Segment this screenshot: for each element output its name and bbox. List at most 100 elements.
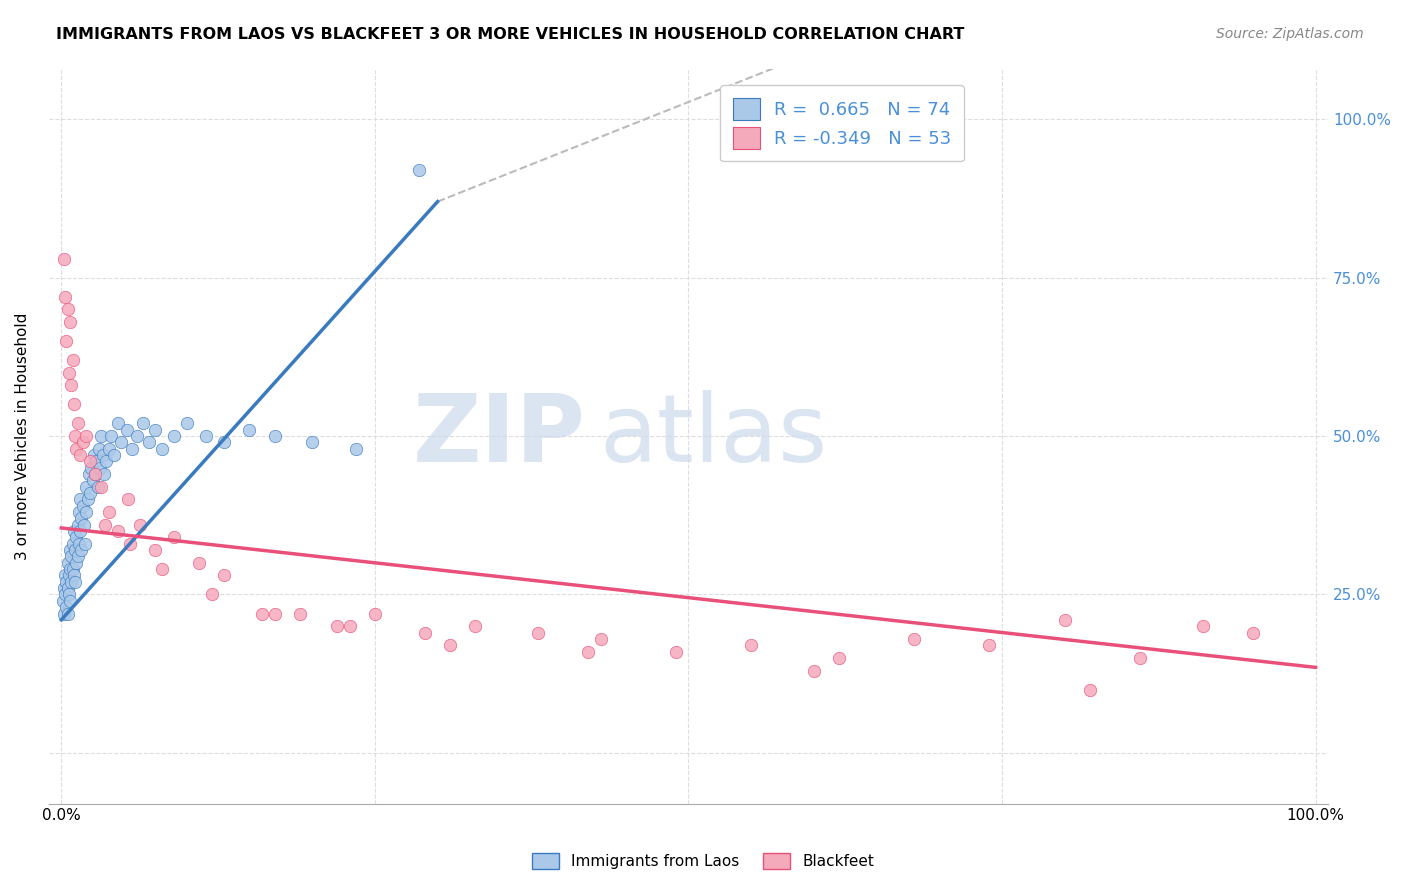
Point bbox=[576, 644, 599, 658]
Point bbox=[77, 467, 100, 481]
Point bbox=[288, 607, 311, 621]
Point bbox=[87, 442, 110, 456]
Point bbox=[94, 517, 117, 532]
Text: ZIP: ZIP bbox=[413, 390, 586, 482]
Point bbox=[828, 651, 851, 665]
Point bbox=[84, 467, 107, 481]
Point bbox=[1191, 619, 1213, 633]
Point bbox=[250, 607, 273, 621]
Point bbox=[408, 162, 430, 177]
Point bbox=[60, 574, 83, 589]
Point bbox=[67, 537, 90, 551]
Point bbox=[63, 397, 86, 411]
Point bbox=[62, 537, 84, 551]
Point bbox=[344, 442, 367, 456]
Y-axis label: 3 or more Vehicles in Household: 3 or more Vehicles in Household bbox=[15, 312, 30, 560]
Point bbox=[96, 454, 118, 468]
Point bbox=[73, 517, 96, 532]
Point bbox=[1053, 613, 1076, 627]
Point bbox=[56, 556, 79, 570]
Point bbox=[326, 619, 349, 633]
Point bbox=[53, 587, 76, 601]
Point bbox=[70, 543, 93, 558]
Point bbox=[110, 435, 132, 450]
Point bbox=[52, 252, 75, 266]
Point bbox=[65, 442, 87, 456]
Point bbox=[107, 417, 129, 431]
Point bbox=[132, 417, 155, 431]
Point bbox=[91, 448, 114, 462]
Point bbox=[56, 581, 79, 595]
Point bbox=[145, 543, 167, 558]
Point bbox=[86, 480, 108, 494]
Point bbox=[70, 511, 93, 525]
Point bbox=[364, 607, 387, 621]
Point bbox=[903, 632, 925, 646]
Point bbox=[76, 492, 98, 507]
Point bbox=[65, 531, 87, 545]
Point bbox=[60, 378, 83, 392]
Point bbox=[1129, 651, 1152, 665]
Point bbox=[145, 423, 167, 437]
Point bbox=[93, 467, 115, 481]
Point bbox=[125, 429, 148, 443]
Point bbox=[97, 442, 120, 456]
Point bbox=[138, 435, 160, 450]
Point bbox=[75, 480, 97, 494]
Point bbox=[86, 454, 108, 468]
Point bbox=[238, 423, 260, 437]
Point bbox=[72, 435, 94, 450]
Point bbox=[90, 480, 112, 494]
Point bbox=[65, 556, 87, 570]
Point bbox=[201, 587, 224, 601]
Point bbox=[55, 600, 77, 615]
Point bbox=[55, 574, 77, 589]
Point bbox=[82, 474, 104, 488]
Point bbox=[69, 524, 91, 538]
Point bbox=[62, 562, 84, 576]
Point bbox=[176, 417, 198, 431]
Text: atlas: atlas bbox=[599, 390, 827, 482]
Point bbox=[740, 638, 762, 652]
Point bbox=[63, 574, 86, 589]
Point bbox=[103, 448, 125, 462]
Point bbox=[53, 568, 76, 582]
Point bbox=[67, 505, 90, 519]
Point bbox=[413, 625, 436, 640]
Point bbox=[100, 429, 122, 443]
Point bbox=[51, 594, 73, 608]
Point bbox=[75, 429, 97, 443]
Point bbox=[63, 568, 86, 582]
Point bbox=[66, 517, 89, 532]
Point bbox=[60, 549, 83, 564]
Point bbox=[464, 619, 486, 633]
Point bbox=[58, 587, 80, 601]
Point bbox=[263, 607, 285, 621]
Point bbox=[339, 619, 361, 633]
Point bbox=[163, 429, 186, 443]
Text: Source: ZipAtlas.com: Source: ZipAtlas.com bbox=[1216, 27, 1364, 41]
Point bbox=[59, 315, 82, 329]
Point bbox=[117, 492, 139, 507]
Point bbox=[79, 486, 101, 500]
Point bbox=[80, 460, 103, 475]
Point bbox=[263, 429, 285, 443]
Point bbox=[129, 517, 152, 532]
Point bbox=[89, 460, 111, 475]
Point bbox=[214, 568, 236, 582]
Point bbox=[83, 448, 105, 462]
Point bbox=[63, 429, 86, 443]
Point bbox=[150, 562, 173, 576]
Point bbox=[66, 417, 89, 431]
Point bbox=[150, 442, 173, 456]
Point bbox=[72, 499, 94, 513]
Point bbox=[803, 664, 825, 678]
Point bbox=[120, 537, 142, 551]
Point bbox=[56, 302, 79, 317]
Point bbox=[1241, 625, 1264, 640]
Point bbox=[214, 435, 236, 450]
Point bbox=[79, 454, 101, 468]
Point bbox=[53, 290, 76, 304]
Point bbox=[107, 524, 129, 538]
Point bbox=[439, 638, 461, 652]
